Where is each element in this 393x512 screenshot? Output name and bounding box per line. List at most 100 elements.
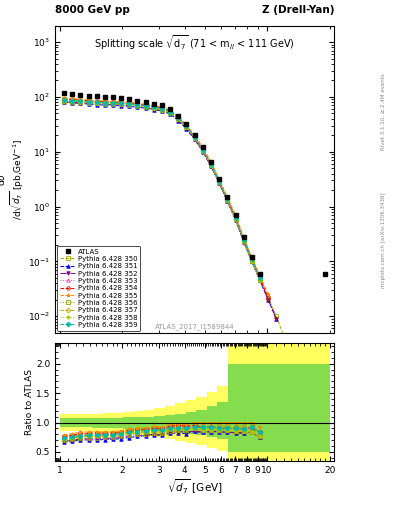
Pythia 6.428 358 <box>225 197 230 203</box>
Pythia 6.428 357 <box>241 238 246 244</box>
Pythia 6.428 358 <box>176 116 181 122</box>
Pythia 6.428 357 <box>233 216 238 222</box>
Pythia 6.428 354 <box>192 134 197 140</box>
Pythia 6.428 358 <box>209 162 213 168</box>
Pythia 6.428 351 <box>266 297 270 303</box>
Line: Pythia 6.428 353: Pythia 6.428 353 <box>62 98 262 280</box>
Pythia 6.428 356 <box>127 102 132 108</box>
Pythia 6.428 358 <box>200 147 205 154</box>
X-axis label: $\sqrt{d_7}$ [GeV]: $\sqrt{d_7}$ [GeV] <box>167 477 222 496</box>
Pythia 6.428 351 <box>111 102 116 109</box>
Pythia 6.428 355 <box>135 100 140 106</box>
Pythia 6.428 354 <box>86 97 91 103</box>
Pythia 6.428 358 <box>168 109 173 115</box>
ATLAS <box>176 113 181 119</box>
Pythia 6.428 355 <box>217 176 222 182</box>
Pythia 6.428 357 <box>168 109 173 115</box>
Pythia 6.428 357 <box>111 100 116 106</box>
Pythia 6.428 358 <box>94 99 99 105</box>
Pythia 6.428 359 <box>160 105 164 112</box>
Pythia 6.428 355 <box>257 272 262 279</box>
Pythia 6.428 357 <box>250 259 254 265</box>
Pythia 6.428 359 <box>70 97 75 103</box>
Pythia 6.428 356 <box>241 238 246 244</box>
Pythia 6.428 352 <box>160 108 164 114</box>
Pythia 6.428 358 <box>250 259 254 265</box>
Pythia 6.428 354 <box>233 215 238 221</box>
ATLAS <box>135 98 140 104</box>
Pythia 6.428 359 <box>86 99 91 105</box>
Pythia 6.428 353 <box>200 146 205 153</box>
Pythia 6.428 355 <box>70 96 75 102</box>
Pythia 6.428 355 <box>225 194 230 200</box>
Pythia 6.428 352 <box>127 103 132 109</box>
Pythia 6.428 351 <box>135 104 140 110</box>
Pythia 6.428 359 <box>176 115 181 121</box>
Pythia 6.428 351 <box>192 136 197 142</box>
Pythia 6.428 358 <box>151 104 156 111</box>
ATLAS <box>111 94 116 100</box>
Legend: ATLAS, Pythia 6.428 350, Pythia 6.428 351, Pythia 6.428 352, Pythia 6.428 353, P: ATLAS, Pythia 6.428 350, Pythia 6.428 35… <box>57 246 140 331</box>
Pythia 6.428 356 <box>78 99 83 105</box>
ATLAS <box>94 93 99 99</box>
Line: Pythia 6.428 350: Pythia 6.428 350 <box>62 98 286 340</box>
Pythia 6.428 356 <box>192 135 197 141</box>
ATLAS <box>257 270 262 276</box>
Pythia 6.428 359 <box>168 109 173 115</box>
Pythia 6.428 358 <box>184 124 189 130</box>
Pythia 6.428 351 <box>70 100 75 106</box>
Pythia 6.428 357 <box>119 101 123 107</box>
Pythia 6.428 355 <box>127 99 132 105</box>
Pythia 6.428 356 <box>103 101 107 107</box>
Pythia 6.428 353 <box>62 97 66 103</box>
Line: Pythia 6.428 356: Pythia 6.428 356 <box>62 99 262 282</box>
Pythia 6.428 359 <box>127 101 132 107</box>
Pythia 6.428 357 <box>70 98 75 104</box>
ATLAS <box>70 91 75 97</box>
Pythia 6.428 357 <box>94 100 99 106</box>
Pythia 6.428 351 <box>209 163 213 169</box>
Pythia 6.428 356 <box>119 101 123 108</box>
Pythia 6.428 356 <box>250 259 254 265</box>
Pythia 6.428 359 <box>241 237 246 243</box>
Pythia 6.428 358 <box>111 100 116 106</box>
Pythia 6.428 358 <box>78 98 83 104</box>
Pythia 6.428 358 <box>160 106 164 112</box>
Pythia 6.428 356 <box>225 197 230 203</box>
Pythia 6.428 354 <box>241 237 246 243</box>
Pythia 6.428 353 <box>192 134 197 140</box>
Pythia 6.428 358 <box>135 102 140 108</box>
Pythia 6.428 352 <box>111 102 116 108</box>
ATLAS <box>160 102 164 109</box>
ATLAS <box>86 93 91 99</box>
ATLAS <box>127 96 132 102</box>
Pythia 6.428 357 <box>160 106 164 113</box>
Pythia 6.428 350 <box>184 122 189 129</box>
Pythia 6.428 357 <box>127 101 132 108</box>
Pythia 6.428 358 <box>119 100 123 106</box>
Pythia 6.428 355 <box>168 107 173 113</box>
Pythia 6.428 351 <box>86 101 91 107</box>
Pythia 6.428 351 <box>103 102 107 108</box>
Pythia 6.428 351 <box>78 100 83 106</box>
Pythia 6.428 355 <box>176 114 181 120</box>
Pythia 6.428 354 <box>176 114 181 120</box>
Pythia 6.428 352 <box>70 99 75 105</box>
Line: Pythia 6.428 352: Pythia 6.428 352 <box>62 100 278 321</box>
Pythia 6.428 359 <box>151 104 156 110</box>
Pythia 6.428 350 <box>86 98 91 104</box>
Pythia 6.428 352 <box>176 117 181 123</box>
Pythia 6.428 354 <box>111 99 116 105</box>
Pythia 6.428 358 <box>103 100 107 106</box>
Pythia 6.428 351 <box>168 111 173 117</box>
Pythia 6.428 353 <box>257 275 262 281</box>
Pythia 6.428 351 <box>176 118 181 124</box>
Line: Pythia 6.428 357: Pythia 6.428 357 <box>62 99 262 282</box>
Pythia 6.428 350 <box>241 236 246 242</box>
Pythia 6.428 357 <box>176 116 181 122</box>
Pythia 6.428 351 <box>160 108 164 114</box>
Text: mcplots.cern.ch [arXiv:1306.3436]: mcplots.cern.ch [arXiv:1306.3436] <box>381 193 386 288</box>
Pythia 6.428 358 <box>70 98 75 104</box>
Pythia 6.428 357 <box>257 277 262 283</box>
Pythia 6.428 350 <box>217 177 222 183</box>
